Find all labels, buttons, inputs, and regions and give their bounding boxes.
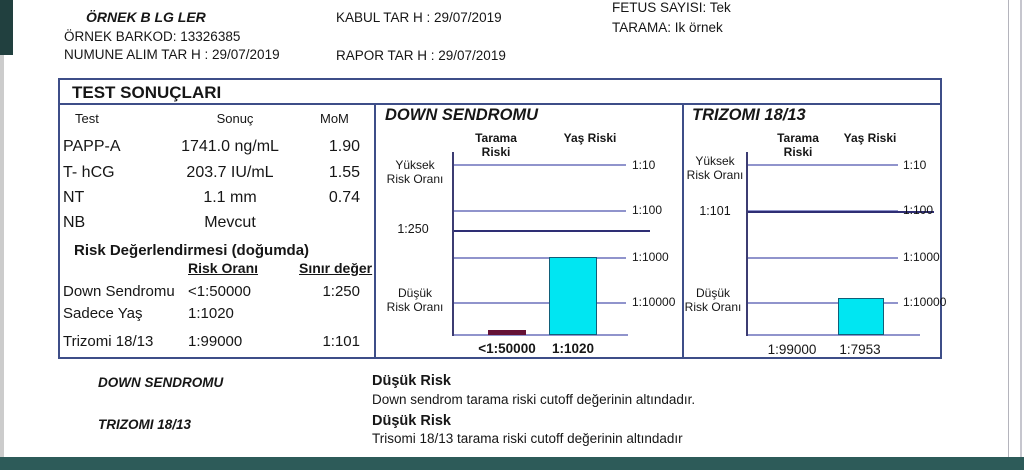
sample-barcode: ÖRNEK BARKOD: 13326385 [64,29,241,44]
scan-right-edge-line [1008,0,1009,457]
down-age-bar [549,257,597,335]
down-high-label: Yüksek Risk Oranı [386,158,444,186]
down-gridline [454,210,626,212]
risk-row-value: <1:50000 [188,283,251,300]
trisomy-cutoff-line [748,211,934,213]
down-gridline [454,302,626,304]
interpretation-verdict: Düşük Risk [372,373,451,389]
down-tick-label: 1:100 [632,203,663,217]
vertical-separator-2 [682,105,684,359]
risk-row-label: Sadece Yaş [63,305,143,322]
trisomy-x-axis [748,334,920,336]
table-header-mom: MoM [320,111,349,126]
report-date: RAPOR TAR H : 29/07/2019 [336,48,506,63]
risk-row-cutoff: 1:101 [322,333,360,350]
table-row-test: T- hCG [63,164,115,181]
risk-row-label: Down Sendromu [63,283,175,300]
down-col-screening: Tarama Riski [475,131,517,159]
trisomy-high-label: Yüksek Risk Oranı [686,154,744,182]
down-tick-label: 1:1000 [632,250,669,264]
down-bar1-label: <1:50000 [478,341,536,356]
down-y-axis [452,152,454,336]
cutoff-col-header: Sınır değer [299,260,373,276]
table-row-test: NT [63,189,85,206]
scan-left-edge [0,55,4,457]
trisomy-tick-label: 1:10 [903,158,927,172]
fetus-count: FETUS SAYISI: Tek [612,0,731,15]
table-row-mom: 1.55 [328,164,360,181]
accept-date: KABUL TAR H : 29/07/2019 [336,10,502,25]
trisomy-col-screening: Tarama Riski [777,131,819,159]
vertical-separator-1 [374,105,376,359]
trisomy-gridline [748,302,898,304]
down-gridline [454,164,626,166]
table-row-test: NB [63,214,86,231]
trisomy-tick-label: 1:10000 [903,295,947,309]
interpretation-verdict: Düşük Risk [372,413,451,429]
trisomy-bar2-label: 1:7953 [839,342,881,357]
risk-col-header: Risk Oranı [188,260,259,276]
trisomy-bar1-label: 1:99000 [767,342,817,357]
table-row-test: PAPP-A [63,138,121,155]
down-screening-bar [488,330,526,335]
trisomy-gridline [748,164,898,166]
risk-assessment-title: Risk Değerlendirmesi (doğumda) [74,242,310,259]
down-tick-label: 1:10 [632,158,656,172]
down-cutoff-line [454,230,650,232]
trisomy-tick-label: 1:1000 [903,250,940,264]
trisomy-tick-label: 1:100 [903,203,934,217]
risk-row-label: Trizomi 18/13 [63,333,154,350]
results-title: TEST SONUÇLARI [72,83,222,102]
risk-row-value: 1:1020 [188,305,234,322]
table-row-mom: 1.90 [328,138,360,155]
trisomy-low-label: Düşük Risk Oranı [684,286,742,314]
scan-corner-mark [0,0,13,55]
trisomy-cutoff-label: 1:101 [699,204,731,218]
sample-info-title: ÖRNEK B LG LER [86,9,206,25]
risk-row-value: 1:99000 [188,333,243,350]
table-row-result: 1.1 mm [203,189,257,206]
interpretation-label: TRIZOMI 18/13 [98,417,192,432]
interpretation-label: DOWN SENDROMU [98,375,224,390]
table-header-test: Test [75,111,99,126]
down-chart-title: DOWN SENDROMU [385,106,539,124]
risk-row-cutoff: 1:250 [322,283,360,300]
footer-bar [0,457,1024,470]
down-gridline [454,257,626,259]
trisomy-y-axis [746,152,748,336]
trisomy-chart-title: TRIZOMI 18/13 [692,106,806,124]
down-col-age: Yaş Riski [563,131,617,145]
down-tick-label: 1:10000 [632,295,676,309]
table-row-mom: 0.74 [328,189,360,206]
down-cutoff-label: 1:250 [397,222,429,236]
trisomy-gridline [748,257,898,259]
table-row-result: Mevcut [204,214,256,231]
down-x-axis [454,334,628,336]
interpretation-detail: Trisomi 18/13 tarama riski cutoff değeri… [372,431,683,446]
interpretation-detail: Down sendrom tarama riski cutoff değerin… [372,392,696,407]
table-header-result: Sonuç [216,111,254,126]
table-row-result: 1741.0 ng/mL [181,138,279,155]
results-box [58,78,942,359]
scan-right-edge-strip [1020,0,1022,457]
title-separator [58,103,942,105]
sample-date: NUMUNE ALIM TAR H : 29/07/2019 [64,47,280,62]
trisomy-col-age: Yaş Riski [843,131,897,145]
table-row-result: 203.7 IU/mL [186,164,274,181]
screening-type: TARAMA: Ik örnek [612,20,723,35]
trisomy-age-bar [838,298,884,335]
down-low-label: Düşük Risk Oranı [386,286,444,314]
down-bar2-label: 1:1020 [551,341,595,356]
